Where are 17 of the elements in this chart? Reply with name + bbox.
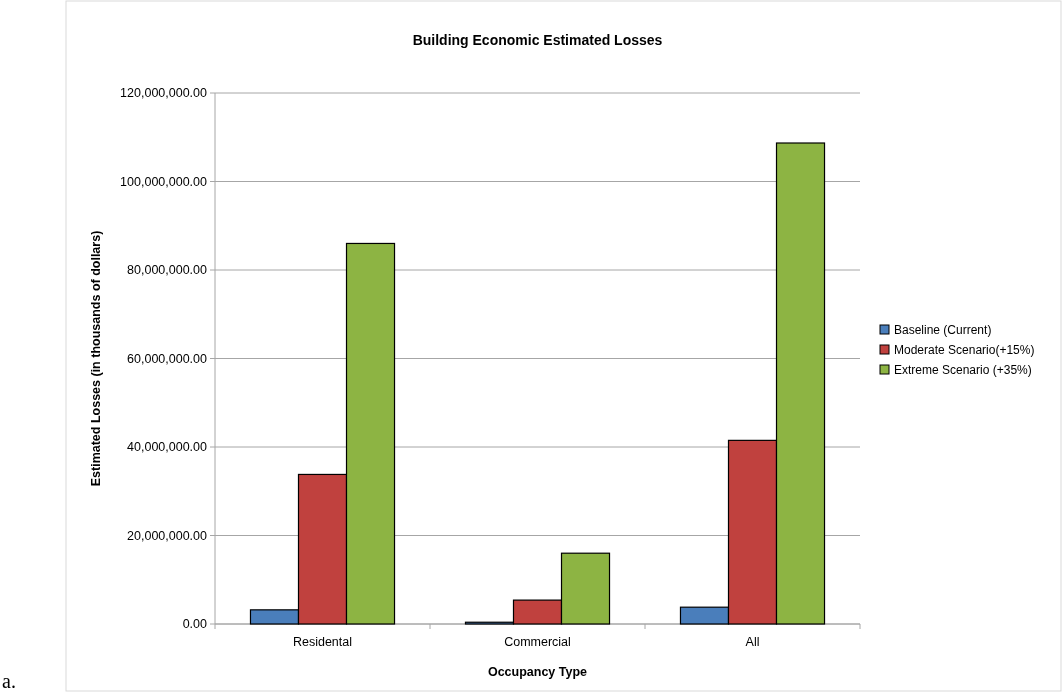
text: a. bbox=[2, 670, 16, 692]
y-tick-label: 100,000,000.00 bbox=[120, 174, 208, 189]
x-tick-label: All bbox=[745, 635, 760, 649]
x-tick-label: Commercial bbox=[504, 635, 571, 649]
legend-label: Baseline (Current) bbox=[894, 323, 992, 338]
legend-label: Moderate Scenario(+15%) bbox=[894, 343, 1035, 358]
y-tick-label: 20,000,000.00 bbox=[127, 528, 208, 543]
x-tick-label: Residental bbox=[292, 635, 353, 649]
y-tick-label: 80,000,000.00 bbox=[127, 263, 208, 278]
y-tick-label: 40,000,000.00 bbox=[127, 440, 208, 455]
y-tick-label: 120,000,000.00 bbox=[120, 86, 208, 101]
y-tick-label: 60,000,000.00 bbox=[127, 351, 208, 366]
legend-label: Extreme Scenario (+35%) bbox=[894, 363, 1032, 378]
chart-title: Building Economic Estimated Losses bbox=[412, 32, 663, 48]
x-axis-title: Occupancy Type bbox=[487, 665, 588, 679]
y-tick-label: 0.00 bbox=[182, 617, 208, 632]
y-axis-title: Estimated Losses (in thousands of dollars) bbox=[89, 230, 103, 487]
